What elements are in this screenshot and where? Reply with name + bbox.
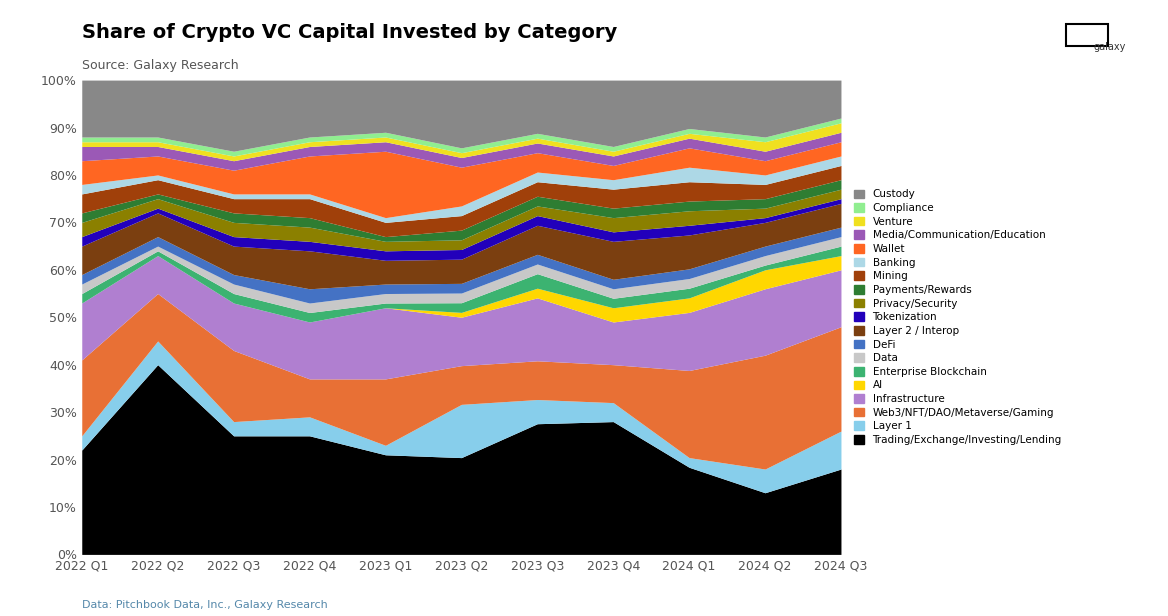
Text: Source: Galaxy Research: Source: Galaxy Research [82, 59, 238, 71]
Text: galaxy: galaxy [1093, 42, 1126, 52]
Legend: Custody, Compliance, Venture, Media/Communication/Education, Wallet, Banking, Mi: Custody, Compliance, Venture, Media/Comm… [854, 190, 1062, 445]
Text: Data: Pitchbook Data, Inc., Galaxy Research: Data: Pitchbook Data, Inc., Galaxy Resea… [82, 600, 327, 610]
Text: Share of Crypto VC Capital Invested by Category: Share of Crypto VC Capital Invested by C… [82, 23, 617, 43]
